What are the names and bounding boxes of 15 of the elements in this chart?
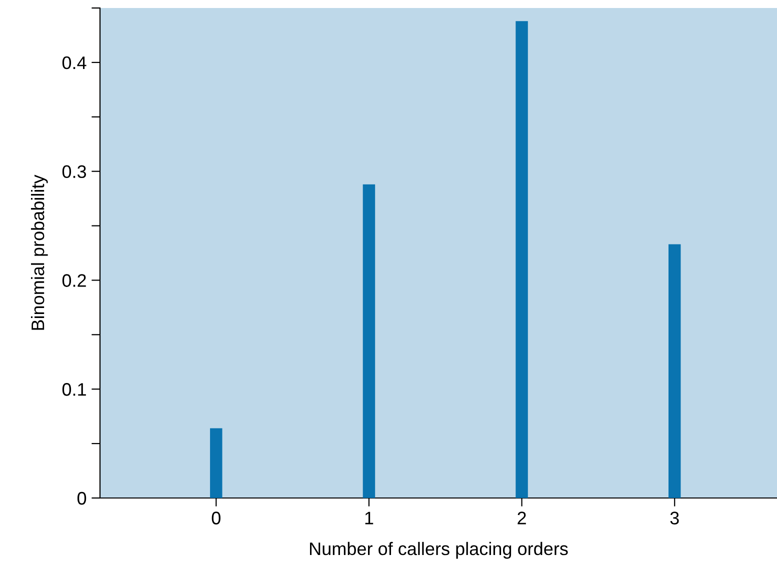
x-axis-title: Number of callers placing orders <box>310 542 568 559</box>
x-tick-label: 2 <box>518 512 526 524</box>
bar <box>362 184 376 498</box>
y-axis-title: Binomial probability <box>30 174 48 330</box>
y-tick-label: 0.1 <box>62 383 86 396</box>
y-tick-label: 0 <box>77 492 86 505</box>
bar <box>668 244 681 498</box>
x-tick-label: 3 <box>670 512 679 524</box>
bar <box>516 21 528 498</box>
y-tick-label: 0.4 <box>62 56 86 70</box>
y-tick-label: 0.3 <box>62 165 86 178</box>
y-tick-label: 0.2 <box>62 274 86 287</box>
x-tick-label: 1 <box>365 512 374 524</box>
x-tick-label: 0 <box>212 512 220 524</box>
bar <box>210 428 222 498</box>
